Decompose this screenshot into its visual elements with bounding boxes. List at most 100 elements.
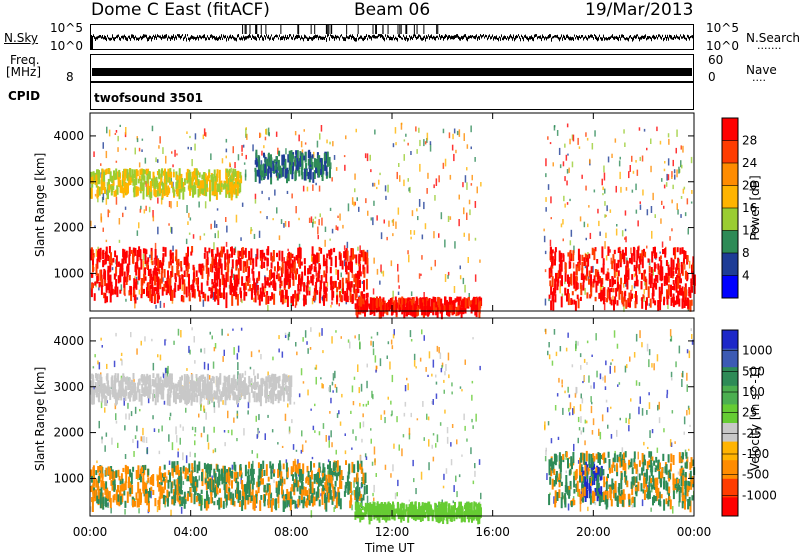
- power-echo-pixel: [231, 168, 233, 173]
- power-echo-pixel: [314, 158, 316, 168]
- power-echo-pixel: [661, 283, 663, 294]
- power-echo-pixel: [659, 300, 661, 311]
- velocity-echo-pixel: [409, 507, 411, 513]
- power-echo-pixel: [102, 260, 104, 267]
- power-echo-pixel: [95, 175, 97, 186]
- velocity-echo-pixel: [318, 462, 320, 468]
- power-echo-pixel: [189, 233, 191, 235]
- power-echo-pixel: [107, 266, 109, 277]
- power-echo-pixel: [266, 216, 268, 219]
- power-echo-pixel: [119, 290, 121, 294]
- velocity-echo-pixel: [313, 426, 315, 430]
- velocity-echo-pixel: [569, 412, 571, 415]
- power-echo-pixel: [591, 266, 593, 273]
- power-echo-pixel: [98, 179, 100, 185]
- power-echo-pixel: [564, 288, 566, 295]
- velocity-echo-pixel: [349, 342, 351, 349]
- velocity-echo-pixel: [186, 368, 188, 371]
- velocity-echo-pixel: [587, 507, 589, 511]
- velocity-echo-pixel: [248, 462, 250, 469]
- power-echo-pixel: [464, 233, 466, 237]
- power-echo-pixel: [618, 270, 620, 276]
- velocity-echo-region: [354, 501, 482, 524]
- power-echo-pixel: [214, 221, 216, 228]
- power-echo-pixel: [464, 285, 466, 293]
- velocity-echo-pixel: [426, 503, 428, 513]
- power-echo-pixel: [282, 264, 284, 273]
- power-echo-pixel: [470, 126, 472, 133]
- velocity-echo-pixel: [333, 462, 335, 471]
- power-echo-pixel: [561, 224, 563, 228]
- velocity-echo-pixel: [463, 414, 465, 421]
- velocity-echo-pixel: [208, 497, 210, 504]
- velocity-echo-pixel: [441, 365, 443, 368]
- velocity-echo-pixel: [209, 479, 211, 490]
- velocity-echo-pixel: [131, 485, 133, 494]
- power-echo-pixel: [589, 159, 591, 164]
- velocity-echo-pixel: [100, 497, 102, 508]
- velocity-echo-pixel: [237, 486, 239, 494]
- power-echo-pixel: [673, 259, 675, 269]
- power-echo-pixel: [209, 180, 211, 191]
- power-echo-pixel: [226, 176, 228, 184]
- velocity-echo-pixel: [436, 394, 438, 399]
- power-echo-pixel: [625, 210, 627, 215]
- power-echo-pixel: [479, 301, 481, 309]
- power-echo-pixel: [381, 272, 383, 274]
- power-echo-pixel: [551, 262, 553, 266]
- power-echo-pixel: [653, 298, 655, 303]
- velocity-echo-pixel: [256, 416, 258, 422]
- power-echo-pixel: [137, 230, 139, 236]
- velocity-echo-pixel: [132, 499, 134, 507]
- velocity-echo-pixel: [401, 503, 403, 509]
- velocity-echo-pixel: [565, 457, 567, 460]
- power-echo-pixel: [307, 172, 309, 179]
- power-echo-pixel: [687, 255, 689, 262]
- velocity-echo-pixel: [139, 409, 141, 411]
- power-echo-pixel: [604, 214, 606, 218]
- power-echo-pixel: [668, 174, 670, 180]
- velocity-echo-pixel: [248, 475, 250, 484]
- velocity-echo-pixel: [630, 398, 632, 401]
- power-echo-pixel: [188, 173, 190, 182]
- velocity-echo-pixel: [370, 341, 372, 346]
- velocity-echo-pixel: [293, 468, 295, 472]
- velocity-echo-pixel: [250, 367, 252, 370]
- velocity-echo-pixel: [214, 487, 216, 497]
- power-echo-pixel: [129, 169, 131, 178]
- power-echo-pixel: [116, 130, 118, 133]
- power-echo-pixel: [108, 285, 110, 291]
- velocity-echo-pixel: [363, 421, 365, 427]
- power-echo-pixel: [305, 142, 307, 144]
- power-echo-pixel: [240, 237, 242, 241]
- velocity-echo-pixel: [260, 464, 262, 471]
- velocity-echo-pixel: [101, 486, 103, 496]
- power-echo-pixel: [259, 295, 261, 306]
- power-echo-pixel: [257, 285, 259, 291]
- velocity-echo-pixel: [647, 344, 649, 352]
- power-echo-pixel: [636, 275, 638, 286]
- power-echo-pixel: [199, 172, 201, 177]
- power-echo-pixel: [140, 209, 142, 213]
- power-echo-pixel: [598, 221, 600, 226]
- power-echo-pixel: [118, 170, 120, 177]
- power-echo-pixel: [557, 130, 559, 136]
- power-echo-pixel: [229, 254, 231, 258]
- power-echo-pixel: [174, 273, 176, 279]
- velocity-echo-pixel: [135, 435, 137, 439]
- velocity-echo-pixel: [110, 498, 112, 508]
- velocity-echo-pixel: [689, 351, 691, 359]
- velocity-echo-pixel: [212, 480, 214, 492]
- velocity-echo-pixel: [420, 358, 422, 362]
- power-echo-pixel: [308, 291, 310, 296]
- velocity-echo-pixel: [324, 482, 326, 488]
- velocity-echo-pixel: [218, 498, 220, 510]
- power-echo-pixel: [224, 260, 226, 270]
- velocity-echo-pixel: [590, 385, 592, 388]
- velocity-echo-pixel: [547, 351, 549, 355]
- power-echo-pixel: [406, 303, 408, 310]
- velocity-echo-pixel: [393, 334, 395, 338]
- power-echo-pixel: [561, 296, 563, 307]
- velocity-echo-pixel: [157, 354, 159, 357]
- velocity-echo-pixel: [357, 364, 359, 372]
